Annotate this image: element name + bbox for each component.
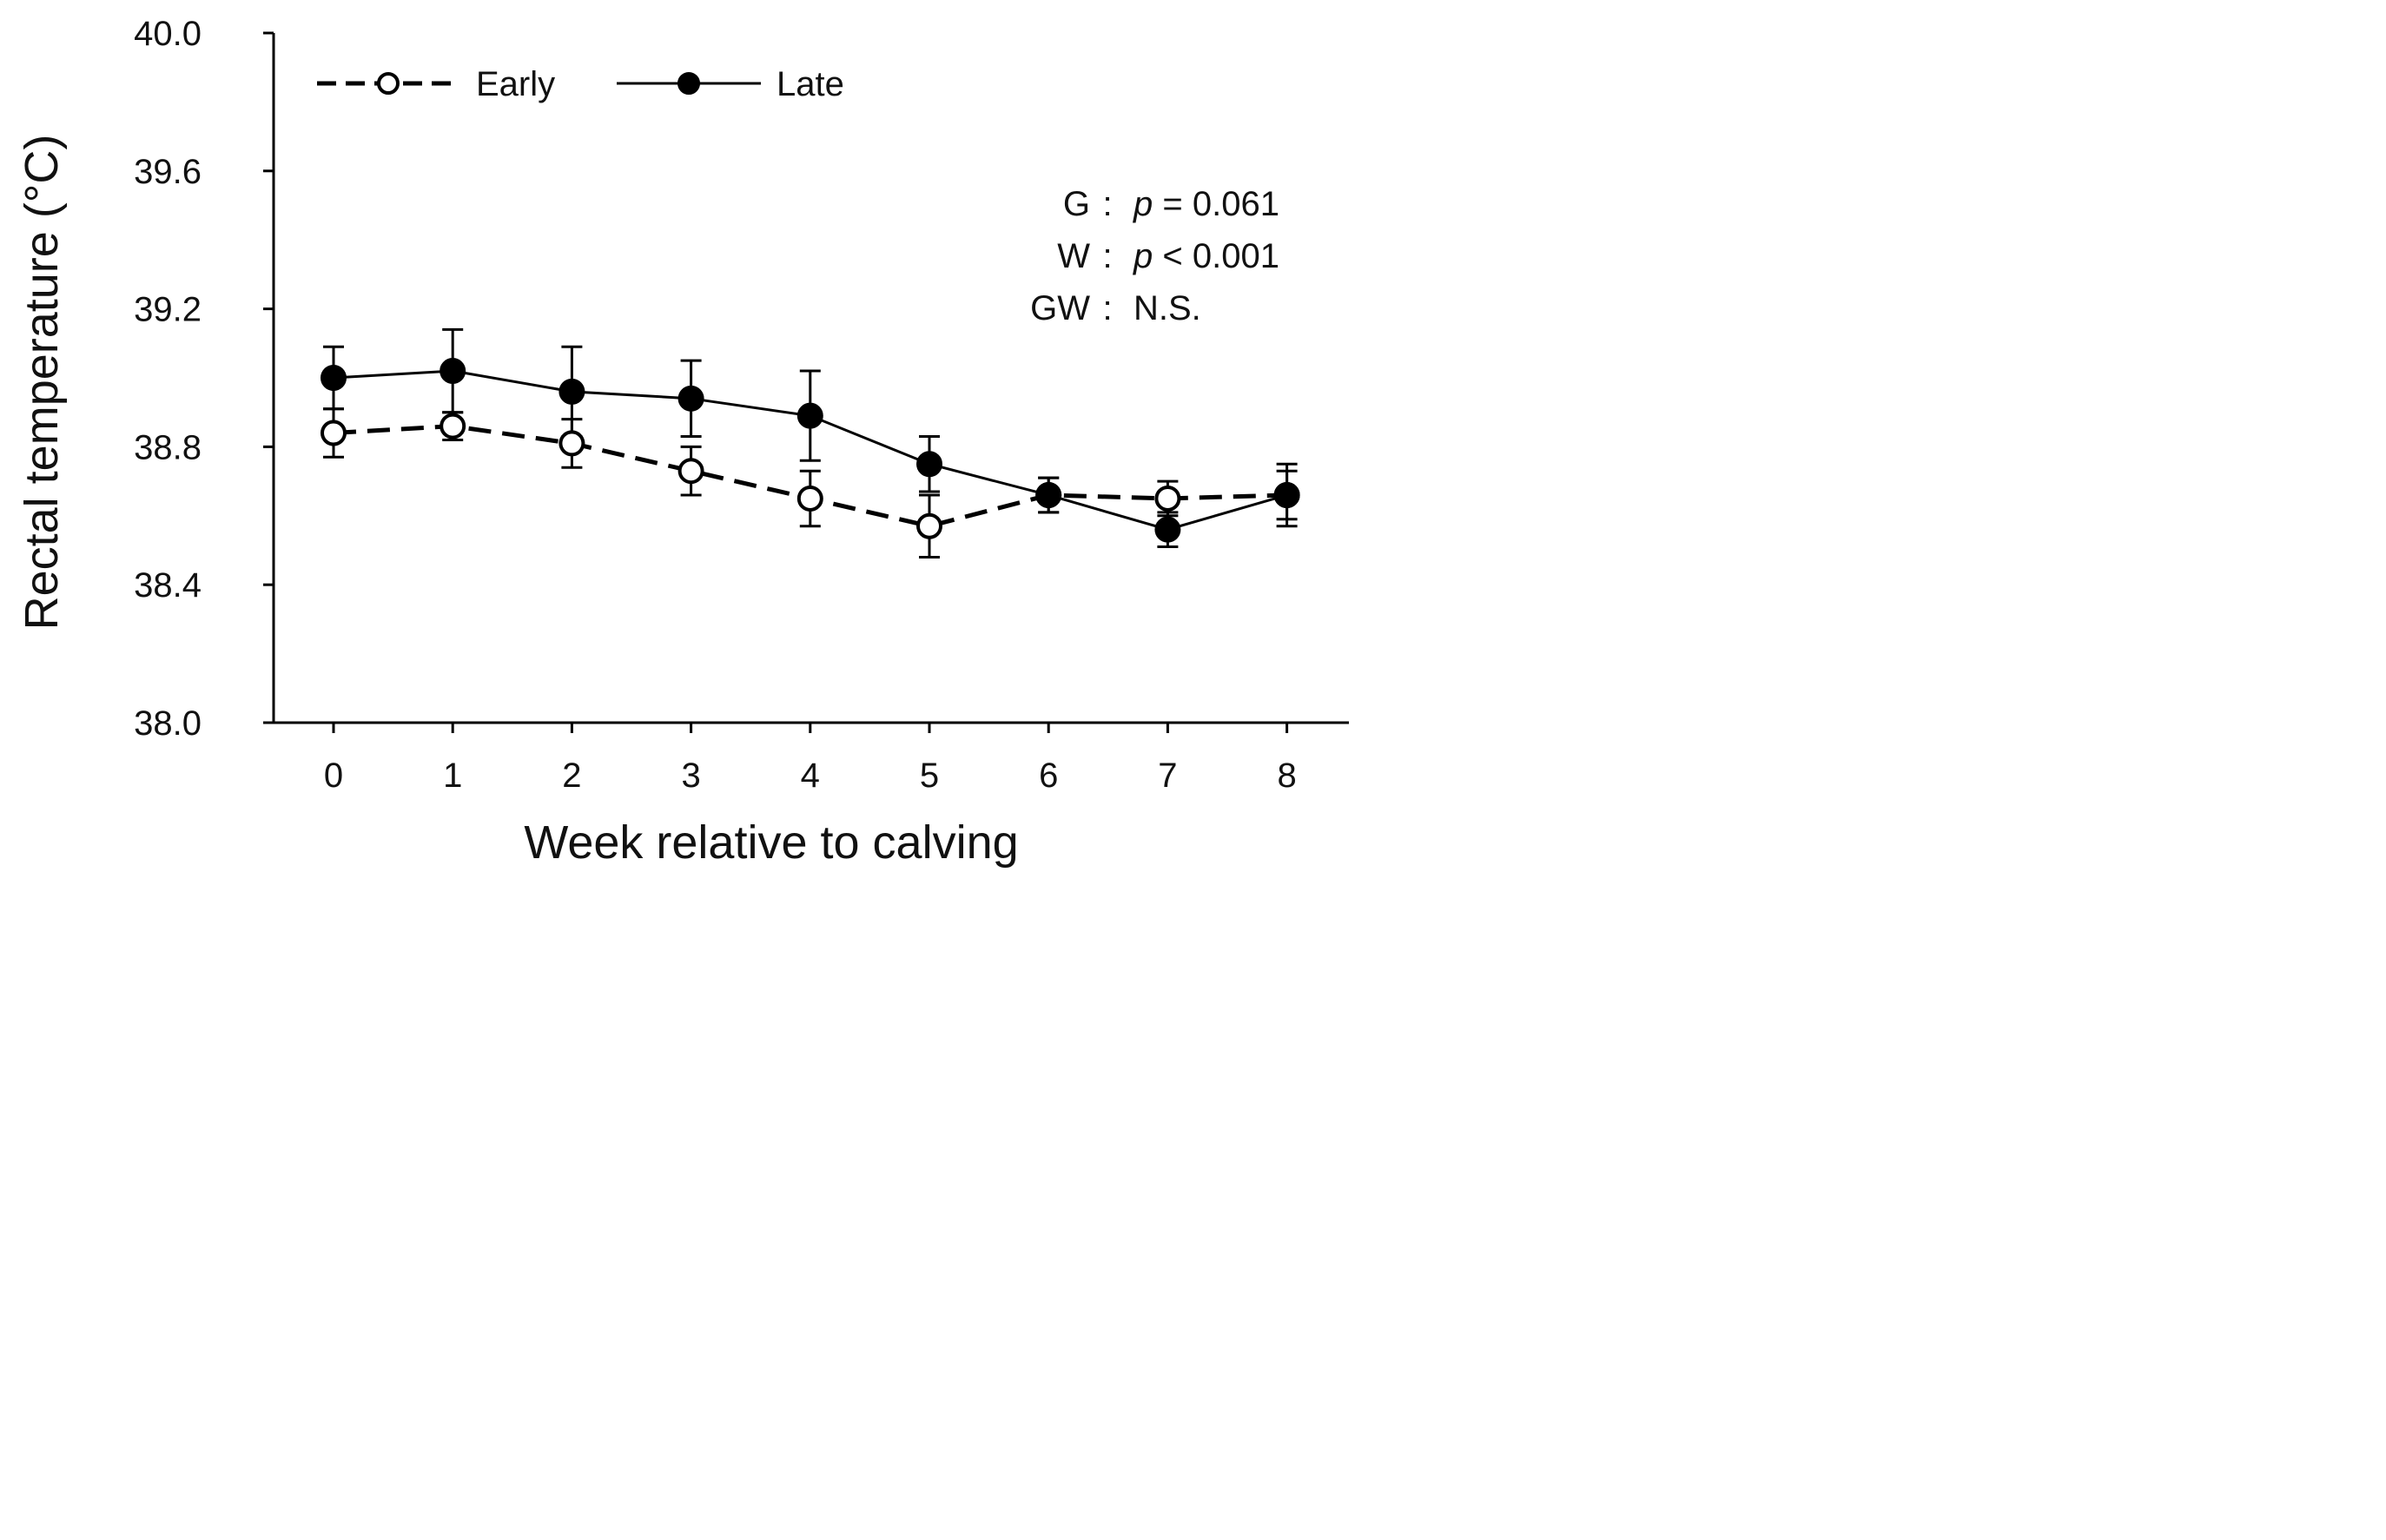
- statistics-annotation: G : p = 0.061 W : p < 0.001 GW : N.S.: [1030, 185, 1279, 327]
- y-tick-label: 38.8: [134, 428, 202, 466]
- x-tick-label: 0: [324, 757, 343, 795]
- x-tick-label: 6: [1039, 757, 1058, 795]
- y-tick-label: 38.0: [134, 704, 202, 743]
- data-point: [440, 358, 466, 385]
- x-tick-label: 3: [681, 757, 700, 795]
- x-tick-label: 4: [801, 757, 820, 795]
- y-tick-label: 38.4: [134, 566, 202, 605]
- x-axis-label: Week relative to calving: [524, 816, 1018, 869]
- data-point: [1154, 485, 1181, 512]
- stat-w-text: < 0.001: [1153, 237, 1279, 275]
- data-point: [1035, 481, 1062, 508]
- legend: Early Late: [317, 65, 844, 103]
- data-point: [440, 413, 466, 440]
- x-tick-label: 2: [562, 757, 581, 795]
- data-point: [677, 458, 704, 485]
- y-axis-label: Rectal temperature (°C): [16, 135, 68, 631]
- legend-early-marker: [377, 72, 400, 95]
- legend-late-marker: [677, 72, 700, 95]
- stat-g-p: p: [1133, 185, 1153, 223]
- x-tick-label: 5: [920, 757, 939, 795]
- stat-gw-label: GW: [1030, 289, 1090, 327]
- y-tick-label: 39.2: [134, 291, 202, 329]
- stat-gw-sep: :: [1102, 289, 1112, 327]
- data-point: [558, 430, 585, 457]
- y-tick-label: 39.6: [134, 153, 202, 191]
- data-point: [1273, 481, 1300, 508]
- stat-gw-text: N.S.: [1134, 289, 1201, 327]
- data-point: [321, 420, 347, 446]
- data-point: [796, 485, 823, 512]
- y-tick-label: 40.0: [134, 15, 202, 53]
- series-late-markers: [321, 358, 1300, 543]
- stat-w-sep: :: [1102, 237, 1112, 275]
- data-point: [1154, 516, 1181, 543]
- data-point: [677, 385, 704, 412]
- data-point: [916, 512, 942, 539]
- x-tick-label: 1: [443, 757, 462, 795]
- legend-early-label: Early: [476, 65, 555, 103]
- x-tick-label: 7: [1158, 757, 1177, 795]
- x-axis-ticks: 0 1 2 3 4 5 6 7 8: [324, 723, 1297, 795]
- stat-w-label: W: [1057, 237, 1090, 275]
- stat-g-value: p = 0.061: [1133, 185, 1279, 223]
- data-point: [558, 378, 585, 405]
- legend-late-label: Late: [777, 65, 844, 103]
- data-point: [916, 451, 942, 478]
- series-layer: [321, 327, 1300, 558]
- y-axis-ticks: 38.0 38.4 38.8 39.2 39.6 40.0: [134, 15, 274, 743]
- stat-g-text: = 0.061: [1153, 185, 1279, 223]
- rectal-temperature-chart: 38.0 38.4 38.8 39.2 39.6 40.0 0 1 2 3 4 5 6 7 8 Week …: [16, 15, 1349, 869]
- stat-g-label: G: [1063, 185, 1090, 223]
- data-point: [321, 365, 347, 391]
- stat-g-sep: :: [1102, 185, 1112, 223]
- stat-w-value: p < 0.001: [1133, 237, 1279, 275]
- stat-w-p: p: [1133, 237, 1153, 275]
- data-point: [796, 402, 823, 429]
- x-tick-label: 8: [1277, 757, 1296, 795]
